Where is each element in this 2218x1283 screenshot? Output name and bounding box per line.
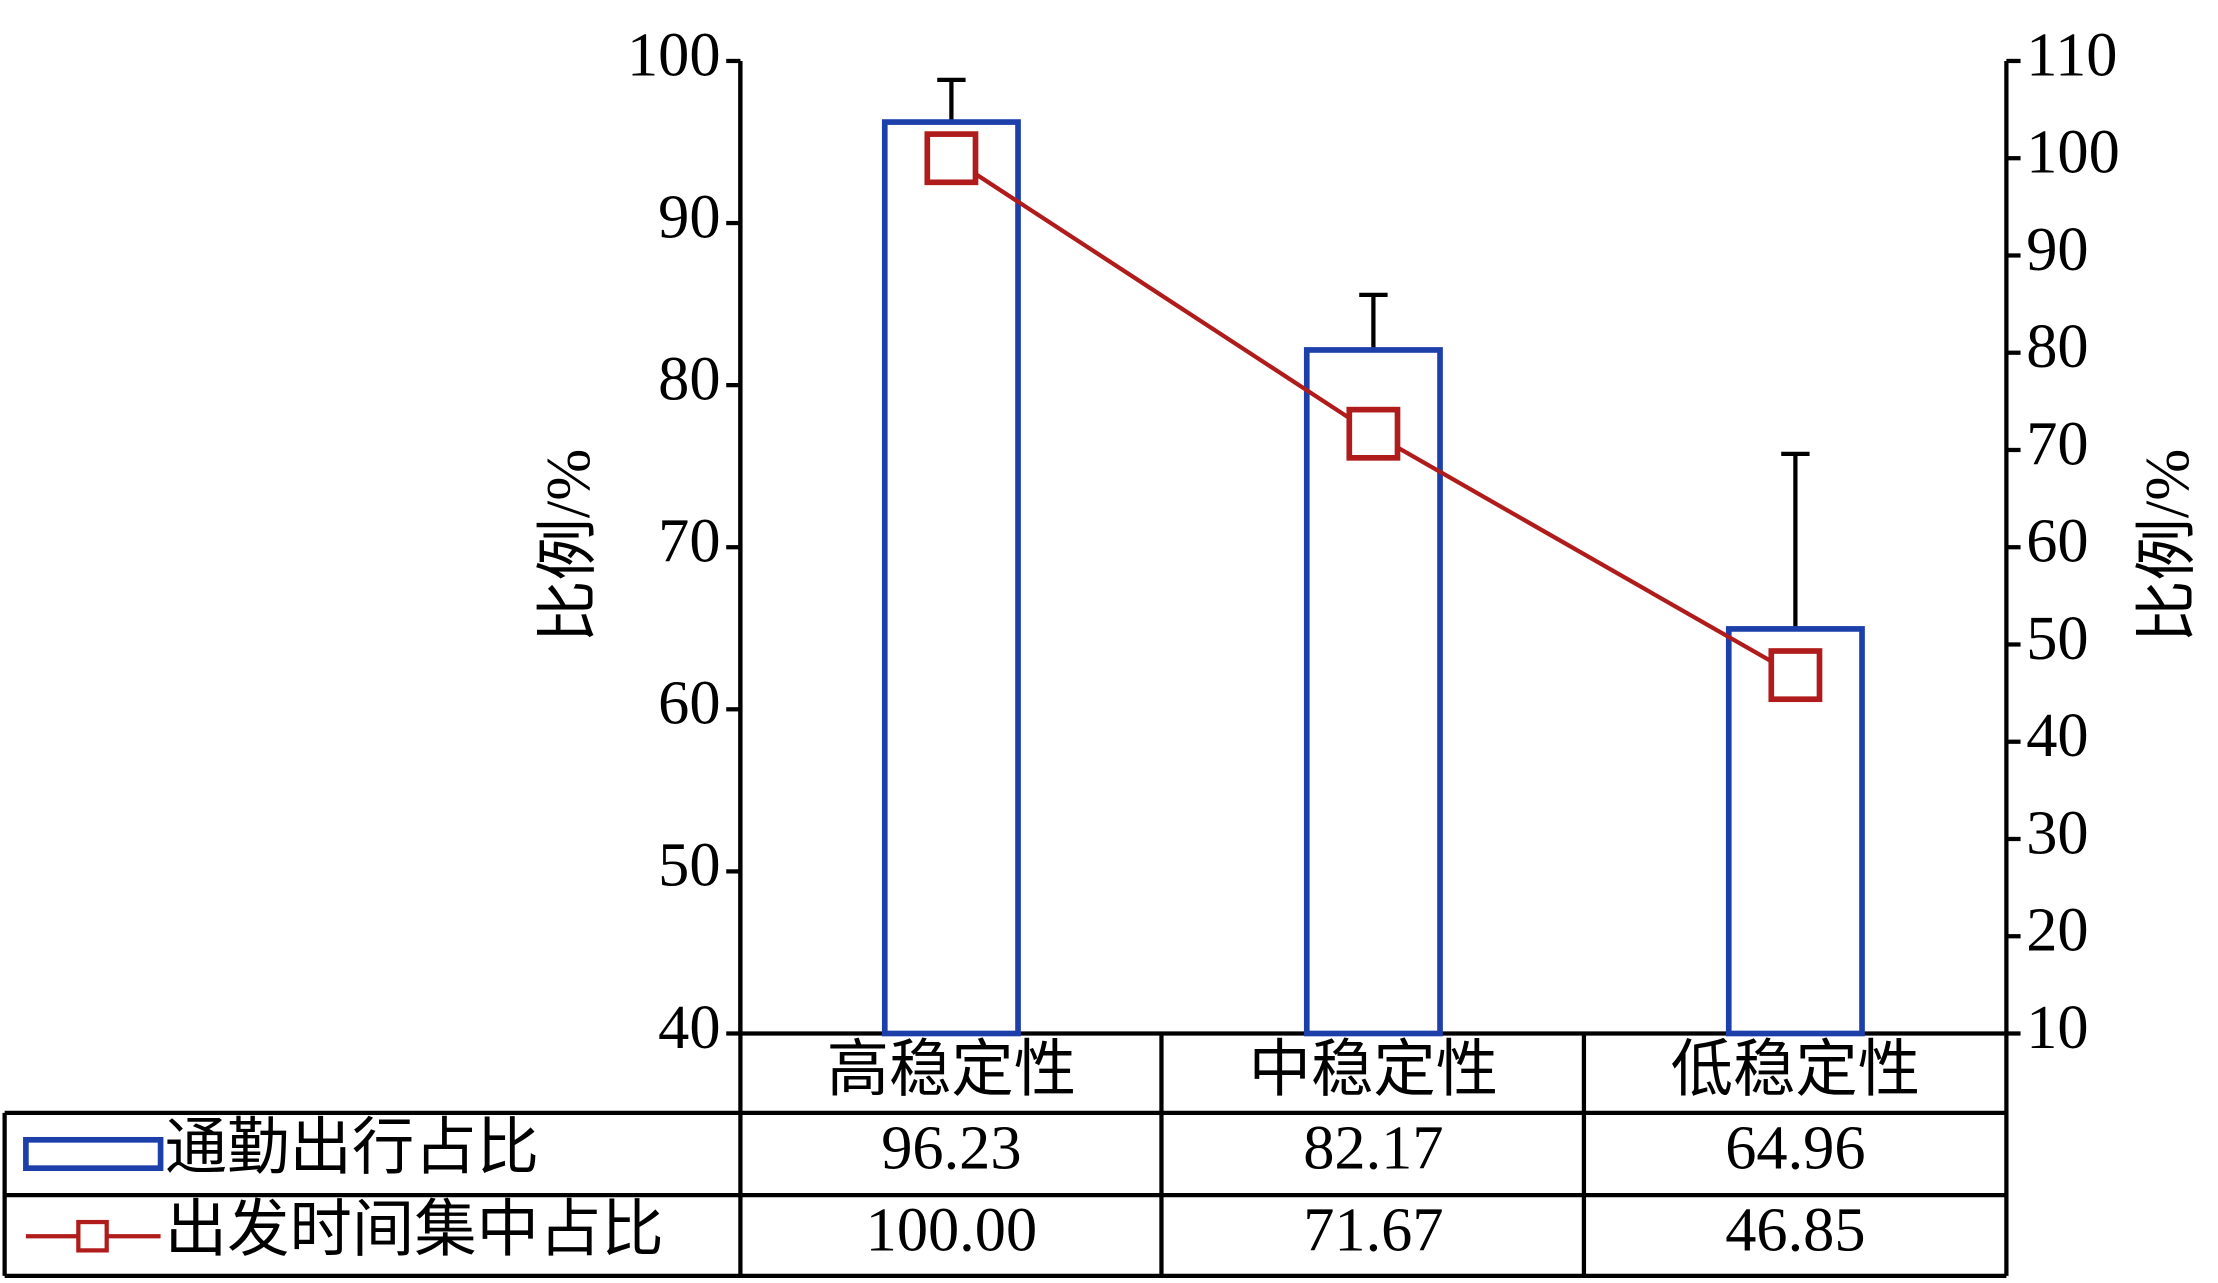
y2-tick-label: 90 xyxy=(2026,215,2088,284)
y2-tick-label: 110 xyxy=(2026,20,2117,89)
error-bar xyxy=(937,77,966,123)
bar xyxy=(1303,347,1443,1037)
y2-tick-label: 30 xyxy=(2026,798,2088,867)
table-value: 64.96 xyxy=(1725,1113,1865,1182)
y2-tick-label: 50 xyxy=(2026,604,2088,673)
y2-tick-label: 10 xyxy=(2026,993,2088,1062)
x-tick-label: 中稳定性 xyxy=(1249,1035,1498,1104)
x-tick-label: 高稳定性 xyxy=(827,1035,1076,1104)
y-tick-label: 100 xyxy=(627,20,721,89)
y-tick-label: 80 xyxy=(658,344,720,413)
table-value: 46.85 xyxy=(1725,1196,1865,1265)
marker xyxy=(1768,648,1823,703)
error-bar xyxy=(1781,451,1810,629)
legend-swatch xyxy=(23,1136,164,1172)
y-axis-title: 比例/% xyxy=(534,449,603,643)
y-tick-label: 60 xyxy=(658,669,720,738)
error-bar xyxy=(1359,292,1388,350)
y2-axis-title: 比例/% xyxy=(2133,449,2202,643)
table-value: 71.67 xyxy=(1303,1196,1443,1265)
y2-tick-label: 70 xyxy=(2026,409,2088,478)
legend-marker xyxy=(76,1219,109,1253)
bar xyxy=(881,119,1021,1037)
y2-tick-label: 80 xyxy=(2026,312,2088,381)
legend-label: 出发时间集中占比 xyxy=(165,1196,664,1265)
y2-tick-label: 100 xyxy=(2026,118,2120,187)
y-tick-label: 70 xyxy=(658,507,720,576)
y-tick-label: 40 xyxy=(658,993,720,1062)
marker xyxy=(1346,406,1401,461)
table-value: 82.17 xyxy=(1303,1113,1443,1182)
x-tick-label: 低稳定性 xyxy=(1671,1035,1920,1104)
y-tick-label: 90 xyxy=(658,182,720,251)
table-value: 100.00 xyxy=(866,1196,1038,1265)
y2-tick-label: 60 xyxy=(2026,507,2088,576)
y2-tick-label: 40 xyxy=(2026,701,2088,770)
bar xyxy=(1725,626,1865,1037)
legend-label: 通勤出行占比 xyxy=(165,1113,539,1182)
marker xyxy=(924,131,979,186)
y2-tick-label: 20 xyxy=(2026,896,2088,965)
table-value: 96.23 xyxy=(881,1113,1021,1182)
y-tick-label: 50 xyxy=(658,831,720,900)
